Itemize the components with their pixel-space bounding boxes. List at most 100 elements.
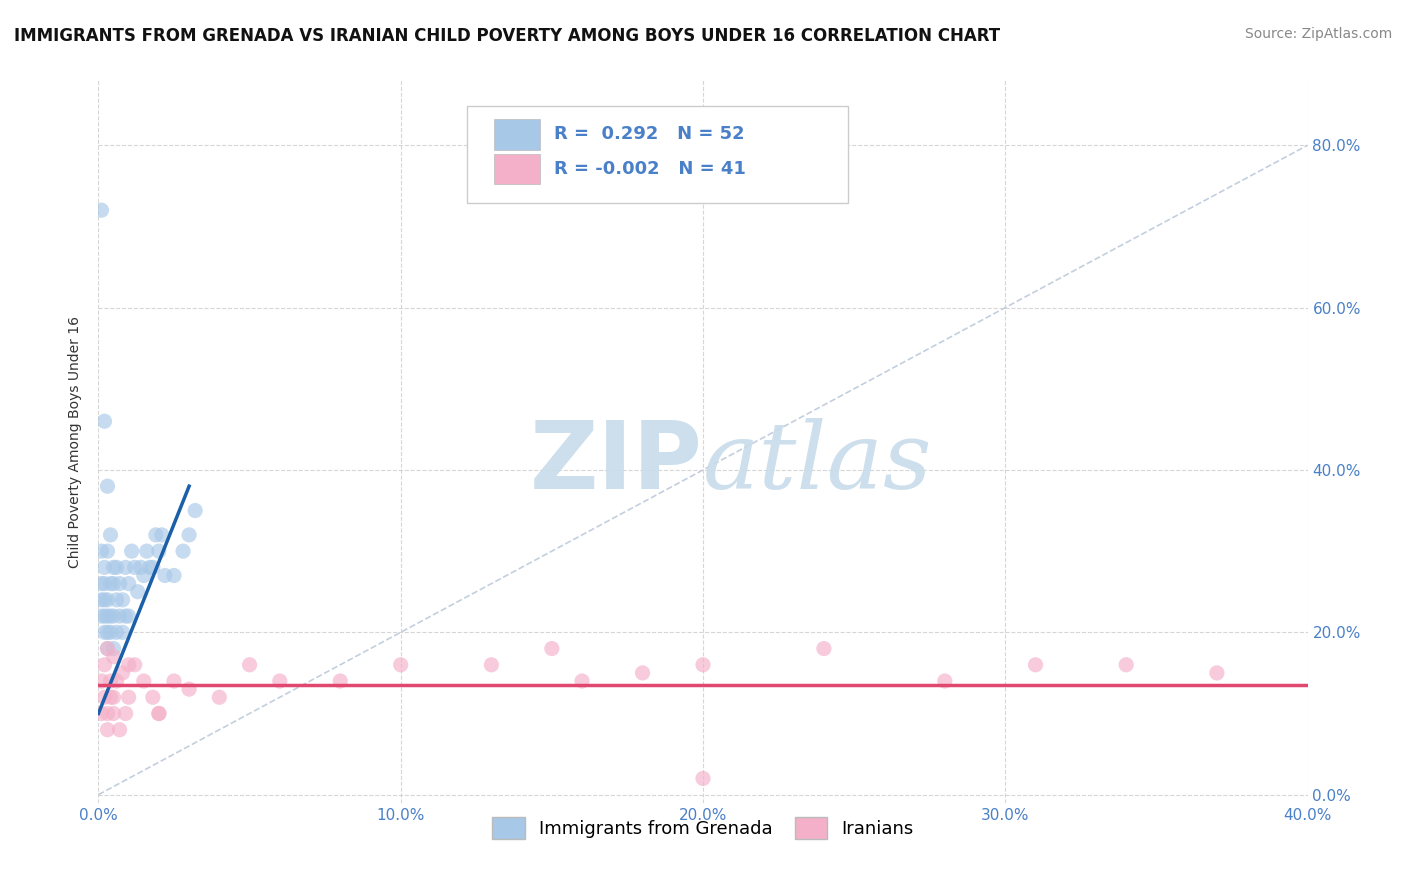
Point xyxy=(135,544,157,558)
Point xyxy=(118,576,141,591)
Point xyxy=(127,584,149,599)
Point xyxy=(103,641,125,656)
Point xyxy=(118,690,141,705)
Point xyxy=(153,568,176,582)
Point xyxy=(111,665,134,680)
Point xyxy=(90,609,112,624)
Point xyxy=(96,609,118,624)
Point xyxy=(631,665,654,680)
Point xyxy=(108,609,131,624)
Point xyxy=(90,576,112,591)
Point xyxy=(103,690,125,705)
Point xyxy=(150,528,173,542)
Point xyxy=(103,560,125,574)
Point xyxy=(96,706,118,721)
Point xyxy=(132,568,155,582)
Point xyxy=(90,203,112,218)
Text: atlas: atlas xyxy=(703,418,932,508)
Point xyxy=(96,479,118,493)
Point xyxy=(129,560,152,574)
Point xyxy=(813,641,835,656)
Point xyxy=(481,657,503,672)
Point xyxy=(105,592,128,607)
Point xyxy=(100,609,122,624)
Point xyxy=(139,560,162,574)
Point xyxy=(93,414,115,428)
Point xyxy=(96,723,118,737)
Point xyxy=(96,592,118,607)
Point xyxy=(114,609,136,624)
Point xyxy=(105,673,128,688)
Point xyxy=(132,673,155,688)
Point xyxy=(148,706,170,721)
Point xyxy=(93,609,115,624)
Point xyxy=(90,544,112,558)
FancyBboxPatch shape xyxy=(494,154,540,185)
Point xyxy=(103,609,125,624)
Point xyxy=(142,690,165,705)
Point xyxy=(118,657,141,672)
FancyBboxPatch shape xyxy=(494,120,540,150)
Point xyxy=(93,592,115,607)
Point xyxy=(93,625,115,640)
Point xyxy=(934,673,956,688)
Point xyxy=(121,544,143,558)
Point xyxy=(111,592,134,607)
Text: R = -0.002   N = 41: R = -0.002 N = 41 xyxy=(554,161,747,178)
Point xyxy=(100,690,122,705)
Point xyxy=(124,657,146,672)
Point xyxy=(96,544,118,558)
Point xyxy=(163,673,186,688)
Point xyxy=(103,649,125,664)
Point xyxy=(184,503,207,517)
Point xyxy=(108,576,131,591)
Text: R =  0.292   N = 52: R = 0.292 N = 52 xyxy=(554,126,745,144)
Point xyxy=(329,673,352,688)
Point xyxy=(118,609,141,624)
Point xyxy=(179,682,201,697)
Text: IMMIGRANTS FROM GRENADA VS IRANIAN CHILD POVERTY AMONG BOYS UNDER 16 CORRELATION: IMMIGRANTS FROM GRENADA VS IRANIAN CHILD… xyxy=(14,27,1000,45)
Point xyxy=(96,625,118,640)
Point xyxy=(96,641,118,656)
Point xyxy=(124,560,146,574)
Point xyxy=(179,528,201,542)
Point xyxy=(1024,657,1046,672)
Point xyxy=(148,706,170,721)
Y-axis label: Child Poverty Among Boys Under 16: Child Poverty Among Boys Under 16 xyxy=(69,316,83,567)
Point xyxy=(1115,657,1137,672)
Point xyxy=(148,544,170,558)
Point xyxy=(93,560,115,574)
Point xyxy=(90,592,112,607)
Text: ZIP: ZIP xyxy=(530,417,703,509)
Point xyxy=(163,568,186,582)
Text: Source: ZipAtlas.com: Source: ZipAtlas.com xyxy=(1244,27,1392,41)
Point xyxy=(269,673,291,688)
Point xyxy=(1206,665,1229,680)
Point xyxy=(90,673,112,688)
Point xyxy=(571,673,593,688)
Point xyxy=(389,657,412,672)
Point xyxy=(540,641,562,656)
Point xyxy=(208,690,231,705)
FancyBboxPatch shape xyxy=(467,105,848,203)
Point xyxy=(114,706,136,721)
Point xyxy=(93,576,115,591)
Point xyxy=(172,544,194,558)
Point xyxy=(103,706,125,721)
Point xyxy=(100,625,122,640)
Point xyxy=(145,528,167,542)
Legend: Immigrants from Grenada, Iranians: Immigrants from Grenada, Iranians xyxy=(484,808,922,848)
Point xyxy=(90,706,112,721)
Point xyxy=(105,560,128,574)
Point xyxy=(239,657,262,672)
Point xyxy=(93,690,115,705)
Point xyxy=(114,560,136,574)
Point xyxy=(692,772,714,786)
Point xyxy=(93,657,115,672)
Point xyxy=(96,641,118,656)
Point xyxy=(100,673,122,688)
Point xyxy=(111,625,134,640)
Point xyxy=(108,723,131,737)
Point xyxy=(105,625,128,640)
Point xyxy=(142,560,165,574)
